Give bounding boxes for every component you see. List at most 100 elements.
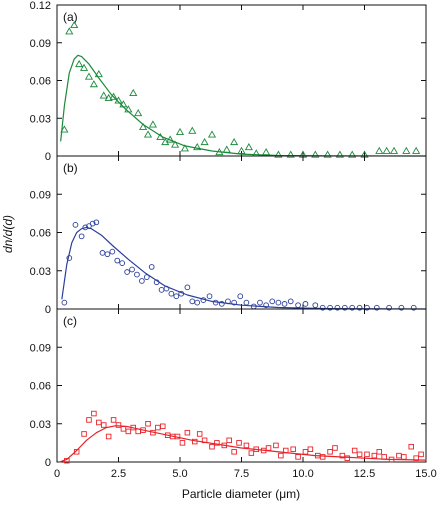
data-point <box>72 222 79 228</box>
data-point <box>178 290 185 297</box>
data-point <box>148 120 158 128</box>
x-tick-label: 10.0 <box>292 468 313 480</box>
data-point <box>225 298 231 305</box>
data-point <box>274 150 283 158</box>
data-point <box>402 146 411 154</box>
data-point <box>286 150 295 158</box>
data-point <box>130 424 137 431</box>
data-point <box>312 302 319 309</box>
y-tick-label: 0.06 <box>30 76 51 88</box>
y-tick-label: 0.09 <box>30 38 51 50</box>
data-point <box>265 445 272 451</box>
data-point <box>188 126 197 134</box>
data-point <box>201 437 208 444</box>
data-point <box>96 419 102 426</box>
data-point <box>93 219 100 226</box>
panel-label: (b) <box>63 161 78 175</box>
data-point <box>166 135 175 143</box>
data-point <box>75 59 84 68</box>
x-tick-label: 12.5 <box>354 468 375 480</box>
data-point <box>319 304 326 311</box>
data-point <box>295 302 301 309</box>
y-tick-label: 0.03 <box>30 113 51 125</box>
data-point <box>153 279 160 286</box>
data-point <box>327 304 333 311</box>
data-point <box>237 146 246 154</box>
panel-1: 0 0.03 0.06 0.09 0.12 (a) <box>30 0 427 163</box>
data-point <box>119 100 128 108</box>
data-point <box>327 449 333 455</box>
data-point <box>140 427 146 433</box>
data-point <box>81 431 87 437</box>
data-point <box>412 146 421 154</box>
data-point <box>388 456 395 463</box>
panel-label: (a) <box>63 10 78 24</box>
data-point <box>196 431 203 437</box>
data-point <box>281 301 288 307</box>
data-point <box>341 304 348 311</box>
data-point <box>214 440 220 446</box>
data-point <box>226 437 232 444</box>
data-point <box>184 429 191 436</box>
y-tick-label: 0.03 <box>30 266 51 278</box>
data-point <box>168 290 175 297</box>
data-point <box>129 266 135 273</box>
data-point <box>94 70 103 78</box>
data-point <box>65 27 74 35</box>
data-point <box>334 304 341 311</box>
data-point <box>184 284 191 291</box>
data-point <box>278 452 284 459</box>
data-point <box>375 146 384 154</box>
x-tick-label: 7.5 <box>234 468 249 480</box>
data-point <box>287 298 294 305</box>
data-point <box>209 443 215 450</box>
data-point <box>351 447 358 454</box>
data-point <box>125 428 132 435</box>
data-point <box>180 144 189 152</box>
panel-frame <box>56 308 427 463</box>
data-point <box>163 285 170 292</box>
data-point <box>156 132 165 141</box>
data-point <box>218 301 225 307</box>
data-point <box>104 251 111 258</box>
data-point <box>348 150 357 158</box>
data-point <box>311 150 320 158</box>
data-point <box>99 250 106 256</box>
data-point <box>139 122 148 130</box>
data-point <box>89 80 98 88</box>
data-point <box>109 92 118 100</box>
data-point <box>356 451 363 458</box>
data-point <box>78 233 85 240</box>
data-point <box>364 304 370 311</box>
data-point <box>381 454 387 460</box>
data-point <box>99 91 108 99</box>
data-point <box>100 422 107 428</box>
x-tick-label: 5.0 <box>172 468 187 480</box>
data-point <box>349 304 356 311</box>
fit-curve <box>61 226 427 310</box>
data-point <box>243 442 250 449</box>
y-axis-title: dn/d(d) <box>1 215 15 253</box>
data-point <box>376 449 383 455</box>
data-point <box>124 105 133 113</box>
panel-frame <box>56 4 427 157</box>
data-point <box>257 299 263 306</box>
data-point <box>332 445 338 451</box>
data-point <box>143 274 150 280</box>
data-point <box>236 440 242 446</box>
data-point <box>248 450 255 456</box>
data-point <box>148 264 155 270</box>
data-point <box>221 442 228 449</box>
panel-2: 0 0.03 0.06 0.09 (b) <box>30 155 427 316</box>
data-point <box>231 299 237 306</box>
data-point <box>179 440 186 446</box>
data-point <box>323 150 332 158</box>
data-point <box>269 298 276 305</box>
data-point <box>89 220 96 227</box>
panels-layer: 0 0.03 0.06 0.09 0.12 (a) 0 0.03 0.06 0.09 (b) 0 0.0… <box>30 0 437 480</box>
data-point <box>243 299 250 306</box>
data-point <box>290 446 296 453</box>
data-point <box>110 417 117 423</box>
